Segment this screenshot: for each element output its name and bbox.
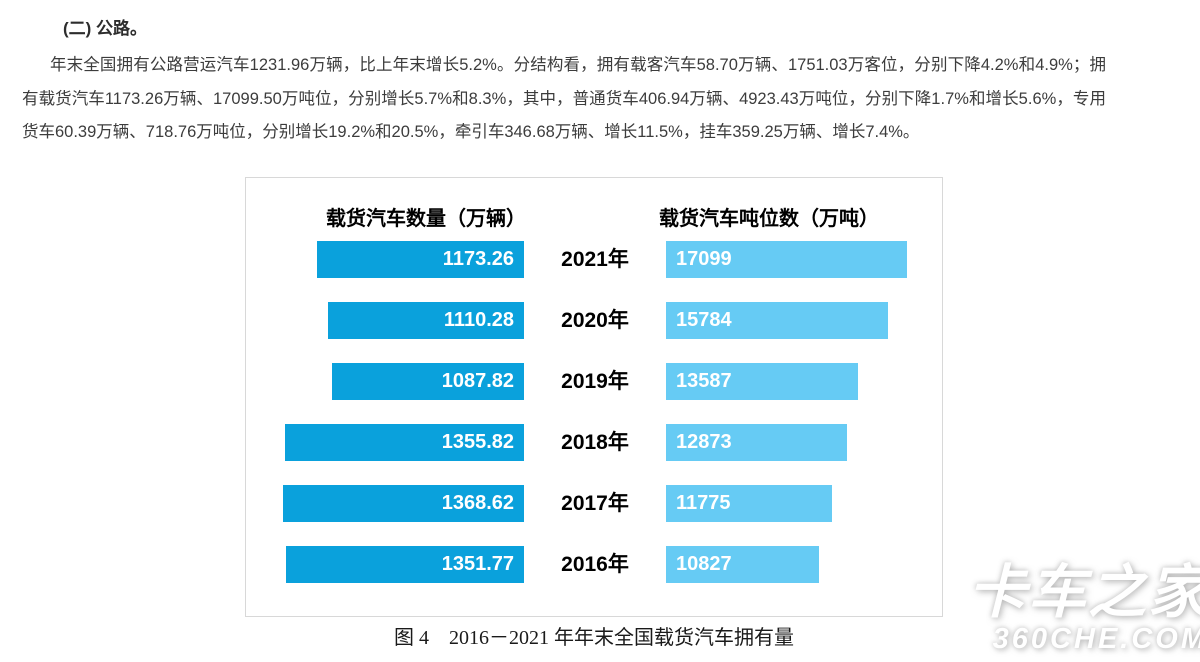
chart-row: 1351.77 2016年 10827 [246,546,942,583]
truck-count-bar: 1355.82 [285,424,524,461]
year-label: 2017年 [561,492,629,515]
body-paragraph: 年末全国拥有公路营运汽车1231.96万辆，比上年末增长5.2%。分结构看，拥有… [22,56,1106,141]
truck-count-bar: 1351.77 [286,546,524,583]
year-label: 2021年 [561,248,629,271]
year-label: 2019年 [561,370,629,393]
truck-count-bar: 1173.26 [317,241,524,278]
chart-row: 1355.82 2018年 12873 [246,424,942,461]
chart-row: 1087.82 2019年 13587 [246,363,942,400]
truck-tonnage-bar: 11775 [666,485,832,522]
figure-chart-container: 载货汽车数量（万辆） 载货汽车吨位数（万吨） 1173.26 2021年 17099… [245,177,943,617]
watermark-brand-text: 卡车之家 [967,560,1200,625]
truck-tonnage-bar: 13587 [666,363,858,400]
chart-row: 1110.28 2020年 15784 [246,302,942,339]
truck-tonnage-bar: 12873 [666,424,847,461]
figure-caption: 图 4 2016－2021 年年末全国载货汽车拥有量 [394,627,794,649]
watermark-url-text: 360CHE.COM [992,623,1200,655]
chart-right-series-title: 载货汽车吨位数（万吨） [659,208,879,230]
section-heading: (二) 公路。 [63,19,148,38]
chart-left-series-title: 载货汽车数量（万辆） [326,208,526,230]
watermark: 卡车之家 360CHE.COM [968,564,1200,656]
truck-tonnage-bar: 10827 [666,546,819,583]
truck-count-bar: 1368.62 [283,485,524,522]
truck-count-bar: 1110.28 [328,302,524,339]
year-label: 2016年 [561,553,629,576]
year-label: 2020年 [561,309,629,332]
truck-tonnage-bar: 17099 [666,241,907,278]
chart-row: 1173.26 2021年 17099 [246,241,942,278]
truck-count-bar: 1087.82 [332,363,524,400]
year-label: 2018年 [561,431,629,454]
truck-tonnage-bar: 15784 [666,302,888,339]
chart-row: 1368.62 2017年 11775 [246,485,942,522]
